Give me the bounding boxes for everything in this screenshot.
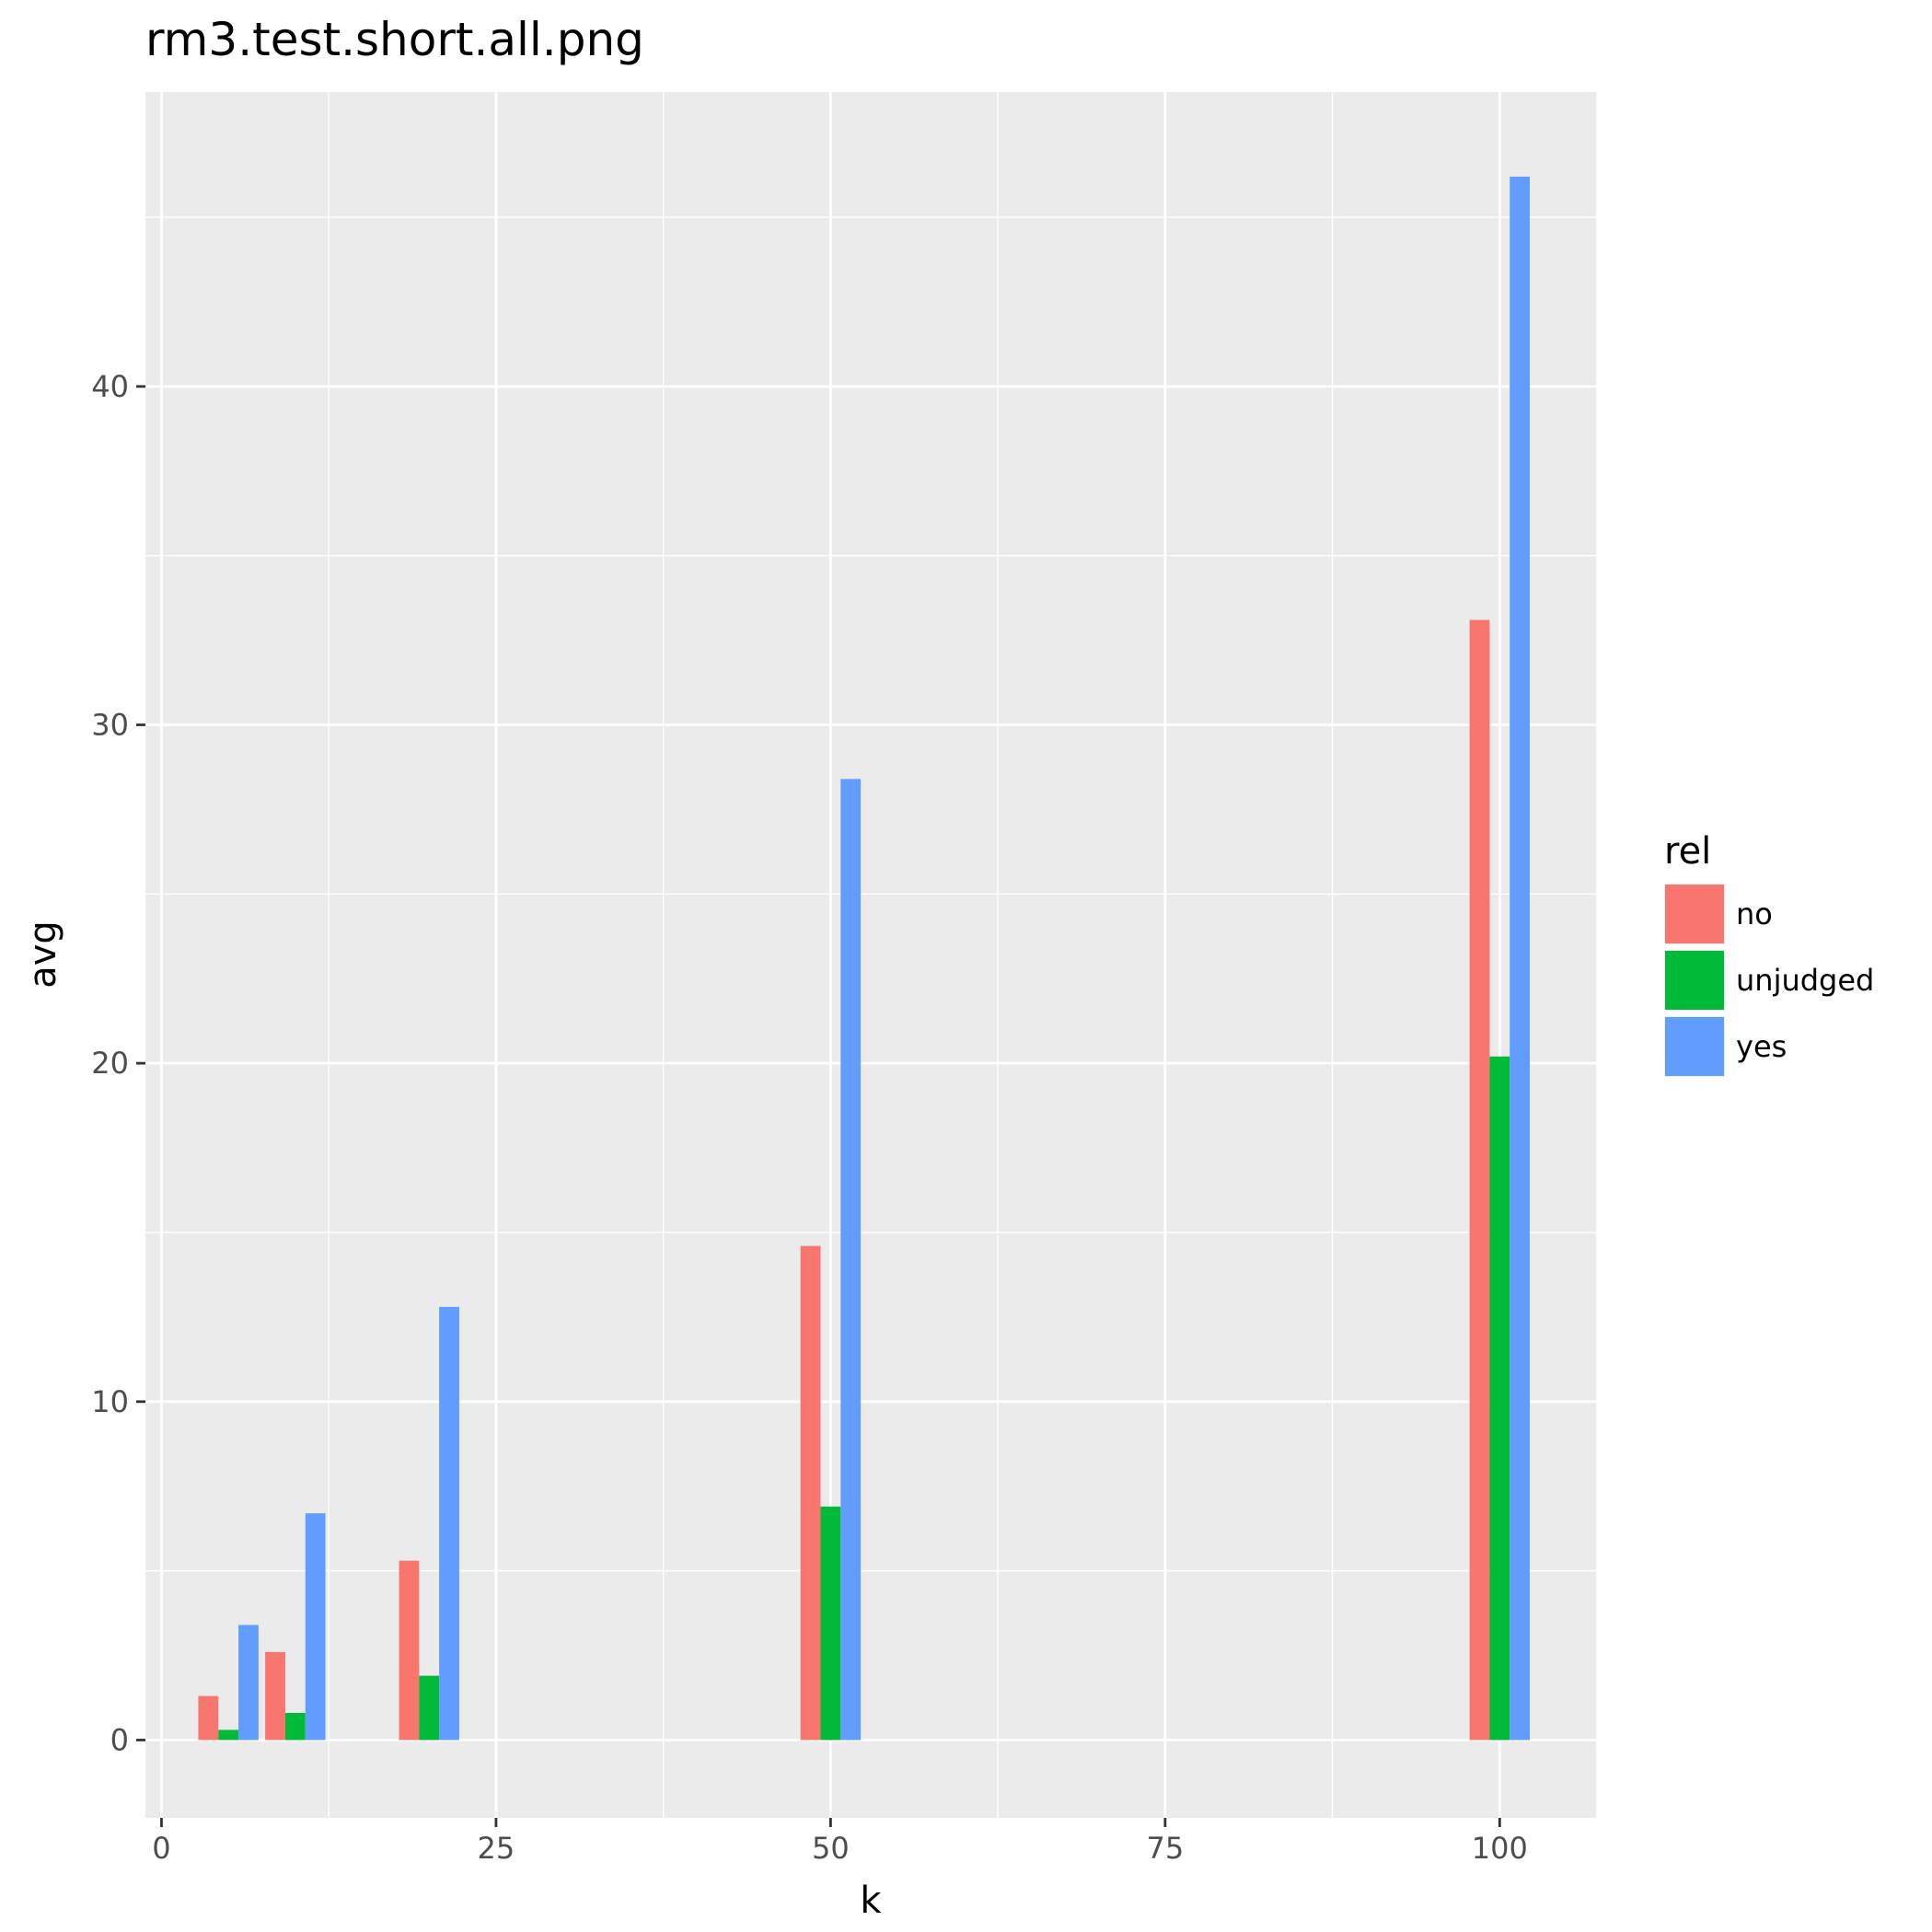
bar-no-k50 [800, 1245, 821, 1741]
legend-key-yes [1665, 1017, 1724, 1076]
bars [198, 176, 1531, 1741]
x-tick-label: 0 [152, 1831, 170, 1866]
y-tick-label: 30 [91, 708, 129, 743]
bar-no-k5 [198, 1695, 219, 1741]
x-axis-title: k [860, 1880, 882, 1922]
bar-unjudged-k20 [419, 1675, 440, 1741]
bar-yes-k20 [439, 1306, 459, 1741]
bar-unjudged-k100 [1489, 1056, 1510, 1741]
legend: rel no unjudged yes [1664, 830, 1874, 1077]
y-tick-label: 20 [91, 1046, 129, 1081]
x-tick-label: 100 [1472, 1831, 1528, 1866]
y-tick-label: 40 [91, 369, 129, 404]
plot-panel [145, 92, 1596, 1818]
bar-no-k100 [1469, 619, 1490, 1741]
legend-label-yes: yes [1736, 1029, 1787, 1064]
x-tick-label: 50 [812, 1831, 850, 1866]
x-tick-label: 25 [478, 1831, 515, 1866]
axes: 0 25 50 75 100 0 10 20 30 40 [91, 369, 1528, 1866]
bar-yes-k100 [1510, 176, 1531, 1741]
bar-unjudged-k10 [284, 1713, 306, 1741]
legend-key-unjudged [1665, 951, 1724, 1010]
y-tick-label: 0 [110, 1722, 129, 1757]
legend-label-no: no [1736, 897, 1773, 931]
legend-title: rel [1664, 830, 1711, 873]
bar-yes-k50 [840, 779, 862, 1741]
bar-unjudged-k5 [218, 1730, 239, 1741]
bar-yes-k5 [238, 1625, 259, 1741]
y-tick-label: 10 [91, 1384, 129, 1419]
bar-no-k10 [265, 1651, 285, 1741]
bar-unjudged-k50 [820, 1506, 841, 1741]
bar-no-k20 [399, 1560, 420, 1741]
x-tick-label: 75 [1146, 1831, 1184, 1866]
bar-yes-k10 [305, 1513, 326, 1741]
chart-title: rm3.test.short.all.png [145, 13, 644, 66]
legend-key-no [1665, 885, 1724, 943]
legend-label-unjudged: unjudged [1736, 963, 1874, 998]
y-axis-title: avg [22, 920, 64, 989]
